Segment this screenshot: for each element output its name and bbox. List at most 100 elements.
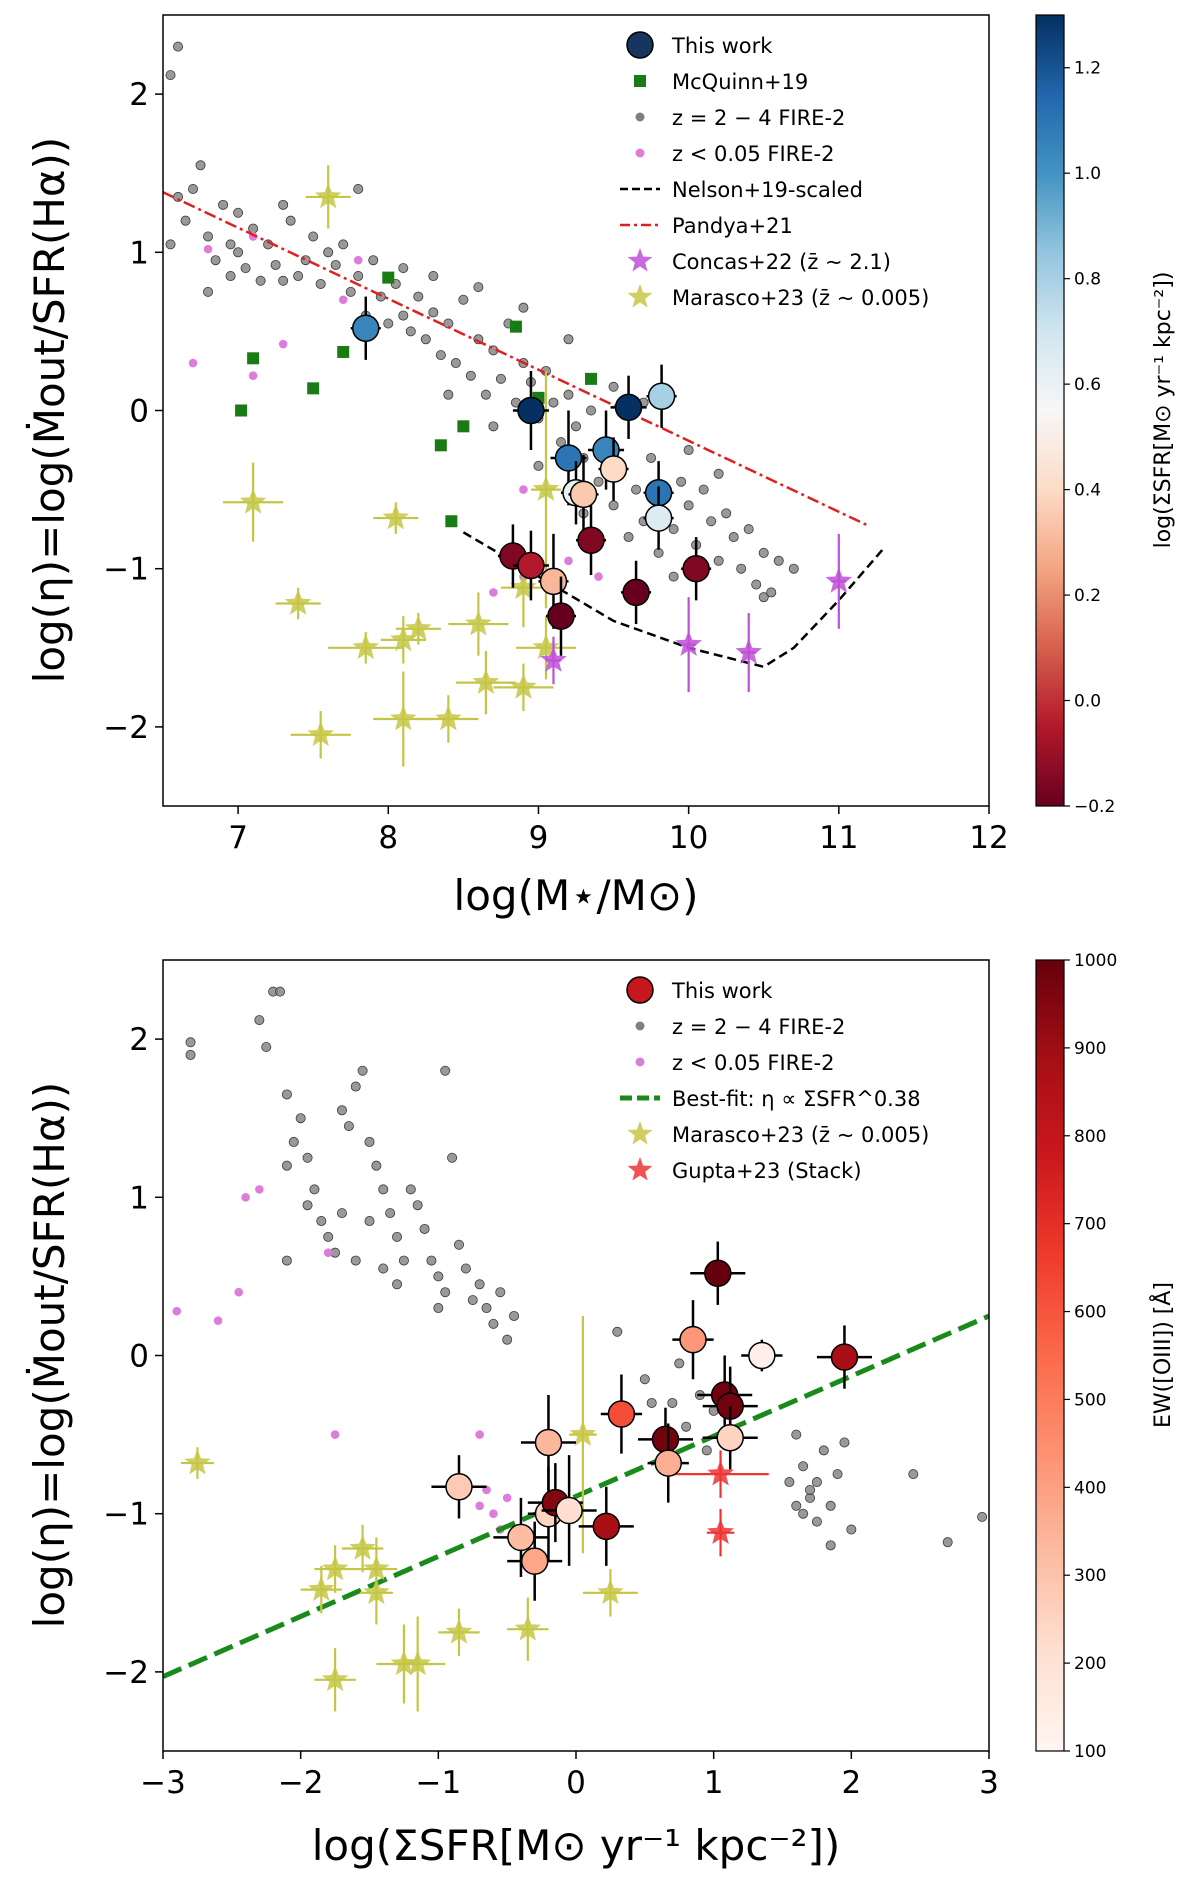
legend-label: Best-fit: η ∝ ΣSFR^0.38 <box>672 1087 921 1111</box>
fire2-lowz-point-4 <box>278 339 288 349</box>
colorbar-tick-label: 1.2 <box>1074 59 1101 79</box>
mcquinn-point-8 <box>509 320 522 333</box>
fire2-highz-point-12 <box>316 1216 327 1227</box>
this-work-point-6 <box>541 1455 597 1566</box>
legend-item-best-fit-sfr-0-38: Best-fit: η ∝ ΣSFR^0.38 <box>620 1087 921 1111</box>
star-marker <box>825 567 853 593</box>
legend-item-pandya-21: Pandya+21 <box>620 214 793 238</box>
this-work-marker <box>647 382 676 411</box>
fire2-highz-point-42 <box>465 370 476 381</box>
x-tick-label: 12 <box>969 820 1008 856</box>
fire2-highz-point-11 <box>233 207 244 218</box>
star-marker <box>184 1449 211 1475</box>
fire2-highz-point-73 <box>698 484 709 495</box>
fire2-highz-point-34 <box>405 326 416 337</box>
fire2-highz-point-101 <box>683 445 694 456</box>
fire2-highz-point-42 <box>336 1208 347 1219</box>
fire2-lowz-point-0 <box>203 244 213 254</box>
this-work-point-12 <box>610 375 647 439</box>
colorbar-tick-label: 300 <box>1074 1566 1106 1586</box>
fire2-lowz-point-8 <box>489 588 498 597</box>
y-tick-label: 1 <box>129 235 149 271</box>
star-marker <box>307 720 334 747</box>
fire2-highz-point-46 <box>392 1279 403 1290</box>
legend-swatch <box>627 1157 653 1181</box>
marasco-point-0 <box>180 1447 214 1479</box>
legend-swatch <box>627 248 653 272</box>
this-work-marker <box>555 1496 583 1525</box>
colorbar-tick-label: 900 <box>1074 1039 1106 1059</box>
fire2-highz-point-78 <box>736 563 747 574</box>
fire2-highz-point-95 <box>443 389 454 400</box>
fire2-highz-point-103 <box>668 571 679 582</box>
fire2-highz-point-88 <box>518 302 529 313</box>
colorbar-tick-label: 0.2 <box>1074 586 1101 606</box>
fire2-highz-point-31 <box>383 318 394 329</box>
legend-swatch <box>634 75 646 87</box>
this-work-point-9 <box>576 505 607 576</box>
x-tick-label: −2 <box>278 1765 324 1801</box>
star-marker <box>435 705 462 731</box>
star-marker <box>540 646 567 672</box>
marasco-point-12 <box>582 1569 638 1617</box>
colorbar-tick-label: 500 <box>1074 1390 1106 1410</box>
this-work-marker <box>554 444 583 472</box>
top-y-axis-label: log(η)=log(Ṁout/SFR(Hα)) <box>24 137 74 684</box>
fire2-highz-point-81 <box>758 547 769 558</box>
fire2-highz-point-46 <box>495 373 506 384</box>
legend-swatch <box>635 1057 645 1067</box>
legend-swatch <box>627 284 653 308</box>
concas-point-2 <box>735 612 762 693</box>
marasco-point-0 <box>223 462 284 542</box>
mcquinn-point-10 <box>585 372 598 385</box>
this-work-marker <box>507 1523 535 1552</box>
legend-label: Nelson+19-scaled <box>672 178 863 202</box>
fire2-highz-point-43 <box>364 1216 375 1227</box>
this-work-marker <box>577 526 605 554</box>
fire2-highz-point-21 <box>378 1184 389 1195</box>
fire2-highz-point-26 <box>412 1200 423 1211</box>
fire2-highz-point-9 <box>218 199 229 210</box>
legend-label: Marasco+23 (z̄ ∼ 0.005) <box>672 286 929 310</box>
fire2-lowz-point-2 <box>255 1185 264 1194</box>
bottom-axis-ticks: −3 −2 −1 0 1 2 3 −2 −1 0 1 2 <box>103 1022 999 1801</box>
legend-item-gupta-23-stack: Gupta+23 (Stack) <box>627 1157 862 1183</box>
mcquinn-point-5 <box>434 439 447 452</box>
this-work-point-15 <box>702 1406 758 1470</box>
concas-point-1 <box>675 597 702 693</box>
bottom-legend: This work z = 2 − 4 FIRE-2 z < 0.05 FIRE-2… <box>620 976 929 1183</box>
x-tick-label: −1 <box>415 1765 461 1801</box>
fire2-highz-point-99 <box>608 381 619 392</box>
star-marker <box>707 1518 734 1544</box>
star-marker <box>675 630 702 656</box>
fire2-highz-point-38 <box>435 350 446 361</box>
legend-label: Marasco+23 (z̄ ∼ 0.005) <box>672 1123 929 1147</box>
star-marker <box>321 1665 349 1692</box>
legend-item-z-2-4-fire-2: z = 2 − 4 FIRE-2 <box>635 1015 845 1039</box>
fire2-highz-point-75 <box>713 555 724 566</box>
fire2-highz-point-34 <box>467 1295 478 1306</box>
fire2-highz-point-70 <box>676 476 687 487</box>
mcquinn-point-0 <box>235 404 248 417</box>
fire2-highz-point-69 <box>832 1469 843 1480</box>
fire2-highz-point-39 <box>502 1334 513 1345</box>
fire2-highz-point-17 <box>278 275 289 286</box>
fire2-lowz-point-1 <box>241 1193 250 1202</box>
this-work-point-16 <box>643 486 674 550</box>
fire2-highz-point-27 <box>419 1223 430 1234</box>
concas-point-0 <box>540 636 567 685</box>
fire2-highz-point-44 <box>480 389 491 400</box>
x-tick-label: −3 <box>140 1765 186 1801</box>
fire2-highz-point-56 <box>571 421 582 432</box>
fire2-highz-point-83 <box>773 555 784 566</box>
this-work-point-11 <box>598 437 629 501</box>
fire2-highz-point-58 <box>586 405 597 416</box>
this-work-marker <box>748 1341 776 1370</box>
fire2-highz-point-60 <box>791 1429 802 1440</box>
legend-label: z < 0.05 FIRE-2 <box>672 1051 834 1075</box>
fire2-highz-point-16 <box>343 1121 354 1132</box>
marasco-point-8 <box>390 1616 446 1712</box>
marasco-point-14 <box>515 616 576 680</box>
star-marker <box>405 614 432 641</box>
legend-item-z-0-05-fire-2: z < 0.05 FIRE-2 <box>635 1051 834 1075</box>
